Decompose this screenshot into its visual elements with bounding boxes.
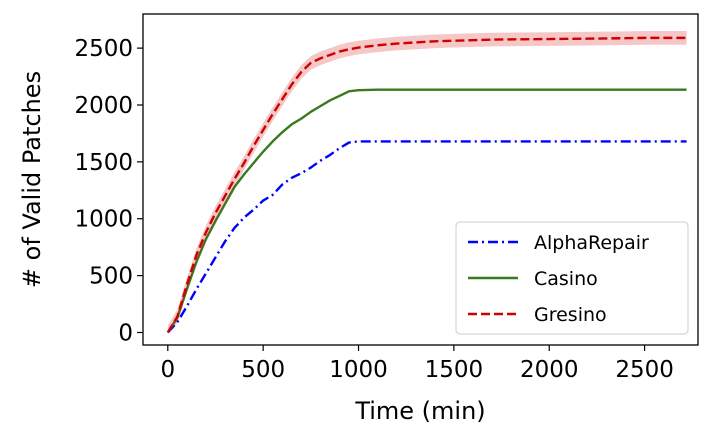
x-tick-label: 0 (160, 357, 175, 383)
y-axis-title: # of Valid Patches (18, 71, 46, 288)
plot-frame (142, 13, 699, 346)
series-line-gresino (166, 36, 687, 334)
x-axis-title: Time (min) (354, 397, 485, 425)
x-tick-label: 1500 (425, 357, 484, 383)
x-tick-label: 1000 (329, 357, 388, 383)
y-tick-label: 2000 (74, 93, 133, 119)
y-tick-label: 0 (118, 320, 133, 346)
legend-label-casino: Casino (534, 268, 598, 290)
y-tick-label: 2500 (74, 36, 133, 62)
y-tick-label: 1000 (74, 207, 133, 233)
x-tick-label: 500 (241, 357, 285, 383)
x-tick-label: 2500 (615, 357, 674, 383)
legend-box (455, 221, 689, 335)
x-tick-label: 2000 (520, 357, 579, 383)
y-tick-label: 1500 (74, 150, 133, 176)
legend: AlphaRepair Casino Gresino (455, 221, 689, 335)
legend-label-alpharepair: AlphaRepair (534, 232, 649, 254)
series-line-casino (166, 88, 687, 334)
axis-ticks: 0 500 1000 1500 2000 2500 0 500 1000 1500 2000 2500 (74, 36, 673, 383)
series-line-alpharepair (166, 140, 687, 334)
plot-area (166, 31, 687, 334)
legend-label-gresino: Gresino (534, 304, 607, 326)
y-tick-label: 500 (89, 264, 133, 290)
